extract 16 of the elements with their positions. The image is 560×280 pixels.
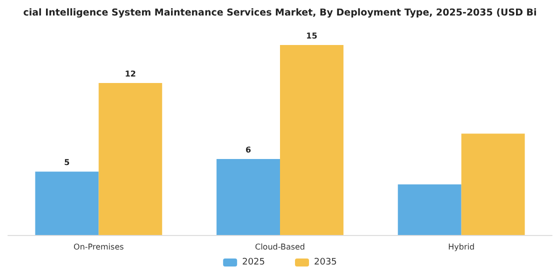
data-label: 6 xyxy=(245,146,252,154)
data-label: 15 xyxy=(306,32,318,40)
x-tick-label: Hybrid xyxy=(448,242,475,252)
data-label: 5 xyxy=(64,158,70,168)
data-label: 12 xyxy=(124,70,136,78)
bar xyxy=(461,134,525,235)
legend-label: 2035 xyxy=(314,258,337,268)
bar xyxy=(98,83,162,235)
legend-label: 2025 xyxy=(242,258,265,268)
chart-title: cial Intelligence System Maintenance Services Market, By Deployment Type, 2025-2035 (USD Bi xyxy=(23,8,537,18)
bar xyxy=(280,45,344,235)
bar xyxy=(216,159,280,235)
bar xyxy=(398,184,462,235)
x-tick-label: On-Premises xyxy=(74,242,124,252)
bar xyxy=(35,172,99,235)
x-tick-label: Cloud-Based xyxy=(254,242,306,252)
